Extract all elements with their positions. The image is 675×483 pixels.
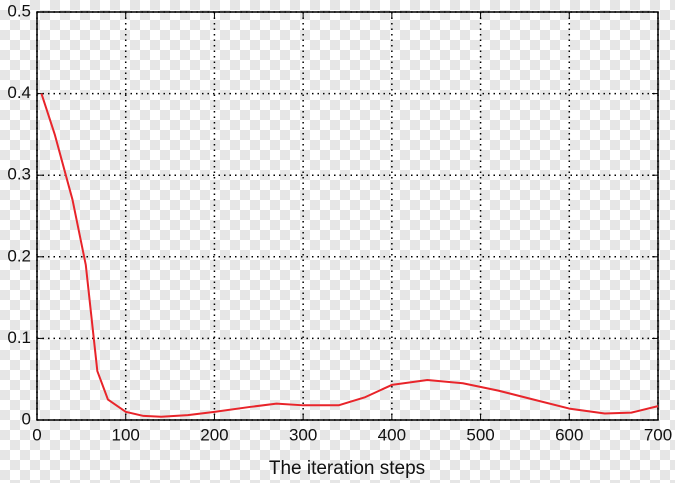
y-tick-label: 0.4 [7, 83, 31, 102]
x-tick-label: 200 [200, 425, 228, 444]
plot-frame [36, 11, 659, 421]
x-tick-label: 700 [644, 425, 672, 444]
y-tick-label: 0.5 [7, 1, 31, 20]
x-tick-label: 300 [289, 425, 317, 444]
x-tick-label: 400 [378, 425, 406, 444]
y-tick-label: 0.1 [7, 328, 31, 347]
y-tick-label: 0.3 [7, 165, 31, 184]
data-line [40, 93, 659, 418]
x-tick-label: 100 [112, 425, 140, 444]
x-axis-label: The iteration steps [269, 458, 425, 479]
x-tick-label: 0 [32, 425, 41, 444]
y-tick-label: 0 [22, 409, 31, 428]
x-tick-label: 500 [466, 425, 494, 444]
y-tick-label: 0.2 [7, 246, 31, 265]
x-tick-label: 600 [555, 425, 583, 444]
